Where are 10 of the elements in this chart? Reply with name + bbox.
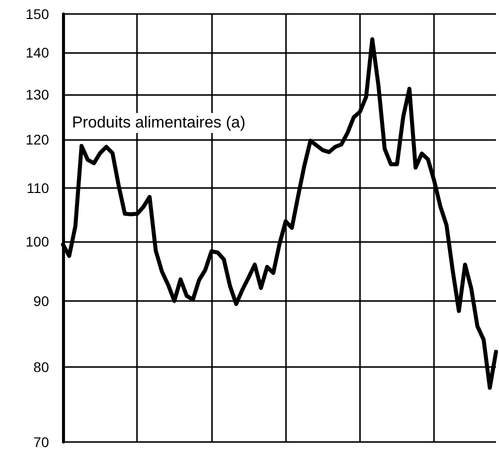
- y-tick-label: 120: [26, 131, 50, 148]
- y-tick-label: 130: [26, 86, 50, 102]
- y-tick-label: 140: [26, 44, 50, 61]
- y-tick-label: 150: [26, 6, 50, 22]
- y-tick-label: 90: [33, 292, 50, 309]
- y-tick-label: 80: [33, 359, 50, 376]
- y-tick-label: 70: [33, 434, 50, 450]
- y-tick-label: 100: [26, 234, 50, 250]
- annotation: Produits alimentaires (a): [72, 114, 246, 132]
- y-tick-label: 110: [26, 180, 50, 196]
